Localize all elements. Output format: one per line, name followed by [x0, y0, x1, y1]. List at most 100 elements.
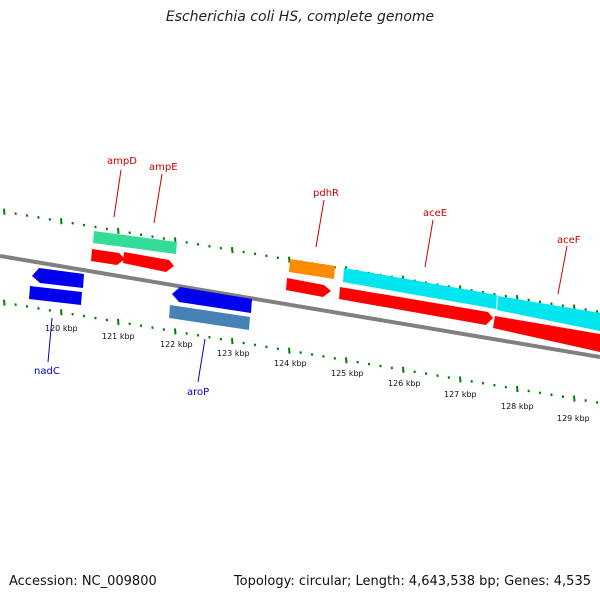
- minor-tick: [436, 374, 439, 377]
- minor-tick: [14, 303, 17, 306]
- minor-tick: [219, 337, 223, 341]
- minor-tick: [151, 235, 154, 239]
- gene-label-pdhR[interactable]: pdhR: [313, 188, 339, 199]
- minor-tick: [82, 314, 86, 318]
- pdhR-leader: [315, 199, 325, 248]
- major-tick: [117, 318, 120, 325]
- major-tick: [459, 376, 462, 383]
- scale-label: 124 kbp: [274, 359, 307, 368]
- minor-tick: [253, 252, 257, 256]
- minor-tick: [37, 307, 40, 310]
- aroP-leader: [197, 338, 206, 383]
- cds-aceF[interactable]: [493, 316, 600, 352]
- major-tick: [288, 347, 291, 354]
- minor-tick: [561, 395, 565, 399]
- minor-tick: [105, 227, 109, 231]
- cds-pdhR[interactable]: [286, 278, 331, 297]
- gene-ampD-ampE[interactable]: [93, 231, 177, 254]
- minor-tick: [139, 324, 143, 328]
- minor-tick: [265, 345, 268, 349]
- minor-tick: [14, 212, 17, 215]
- map-title: Escherichia coli HS, complete genome: [165, 9, 435, 25]
- minor-tick: [185, 331, 188, 335]
- gene-pdhR[interactable]: [289, 259, 335, 279]
- cds-ampE[interactable]: [123, 252, 174, 272]
- minor-tick: [128, 322, 131, 326]
- minor-tick: [527, 389, 530, 393]
- minor-tick: [424, 372, 428, 376]
- minor-tick: [538, 300, 542, 304]
- minor-tick: [276, 347, 280, 351]
- minor-tick: [25, 214, 29, 217]
- minor-tick: [299, 351, 302, 354]
- gene-aroP[interactable]: [172, 287, 252, 313]
- minor-tick: [413, 370, 416, 374]
- minor-tick: [196, 242, 200, 246]
- gene-label-ampE[interactable]: ampE: [149, 162, 178, 173]
- gene-label-aroP[interactable]: aroP: [187, 387, 209, 398]
- major-tick: [402, 366, 405, 373]
- major-tick: [3, 208, 6, 215]
- minor-tick: [196, 333, 200, 337]
- major-tick: [288, 256, 291, 263]
- minor-tick: [379, 364, 382, 368]
- gene-label-aceE[interactable]: aceE: [423, 208, 447, 219]
- gene-aceE[interactable]: [343, 268, 497, 309]
- scale-label: 122 kbp: [160, 340, 193, 349]
- minor-tick: [82, 223, 86, 227]
- major-tick: [231, 337, 234, 345]
- cds-ampD[interactable]: [91, 249, 125, 265]
- scale-label: 120 kbp: [45, 324, 78, 333]
- minor-tick: [219, 246, 223, 250]
- minor-tick: [265, 254, 268, 258]
- minor-tick: [595, 401, 599, 404]
- ampD-leader: [113, 169, 122, 218]
- major-tick: [117, 227, 120, 234]
- minor-tick: [550, 393, 553, 397]
- minor-tick: [253, 343, 257, 347]
- cds-aroP[interactable]: [169, 305, 250, 330]
- minor-tick: [310, 353, 314, 356]
- minor-tick: [584, 308, 587, 311]
- gene-label-nadC[interactable]: nadC: [34, 366, 60, 377]
- bottom-tick-row: [3, 299, 599, 404]
- minor-tick: [151, 326, 154, 330]
- minor-tick: [242, 250, 245, 254]
- minor-tick: [538, 391, 542, 395]
- minor-tick: [390, 366, 394, 370]
- major-tick: [516, 385, 519, 393]
- ampE-leader: [153, 173, 163, 224]
- gene-label-aceF[interactable]: aceF: [557, 235, 581, 246]
- scale-label: 129 kbp: [557, 414, 590, 423]
- minor-tick: [493, 383, 496, 387]
- minor-tick: [322, 355, 325, 358]
- cds-nadC[interactable]: [29, 286, 82, 305]
- minor-tick: [71, 312, 74, 316]
- minor-tick: [504, 385, 508, 389]
- top-tick-row: [3, 208, 599, 313]
- gene-label-ampD[interactable]: ampD: [107, 156, 137, 167]
- minor-tick: [208, 244, 211, 248]
- topology-text: Topology: circular; Length: 4,643,538 bp…: [233, 574, 591, 589]
- minor-tick: [333, 356, 337, 360]
- minor-tick: [447, 376, 451, 379]
- gene-aceF[interactable]: [497, 296, 600, 331]
- minor-tick: [561, 304, 565, 308]
- nadC-leader: [47, 317, 53, 363]
- minor-tick: [94, 316, 97, 320]
- minor-tick: [94, 225, 97, 229]
- minor-tick: [185, 240, 188, 244]
- minor-tick: [242, 341, 245, 345]
- major-tick: [3, 299, 6, 306]
- major-tick: [345, 357, 348, 364]
- gene-nadC[interactable]: [32, 268, 84, 288]
- minor-tick: [48, 217, 52, 221]
- minor-tick: [550, 302, 553, 306]
- major-tick: [60, 218, 63, 225]
- minor-tick: [504, 294, 508, 298]
- cds-aceE[interactable]: [339, 287, 493, 325]
- scale-label: 121 kbp: [102, 332, 135, 341]
- scale-label: 126 kbp: [388, 379, 421, 388]
- genome-backbone: [0, 254, 600, 359]
